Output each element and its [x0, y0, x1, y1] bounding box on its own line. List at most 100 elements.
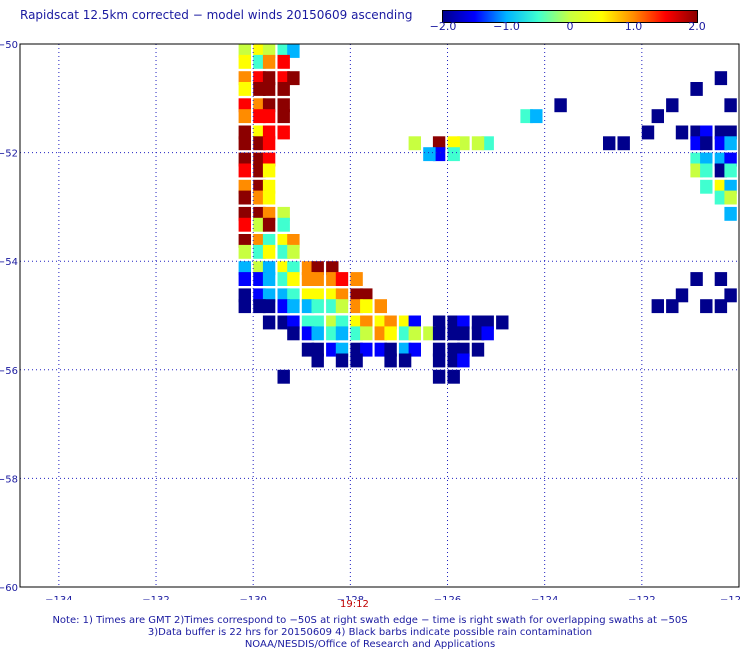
- data-cell: [287, 272, 300, 286]
- data-cell: [326, 315, 339, 330]
- data-cell: [277, 272, 290, 286]
- data-cell: [262, 109, 276, 124]
- data-cell: [238, 136, 251, 151]
- data-cell: [447, 147, 460, 162]
- data-cell: [471, 326, 485, 341]
- data-cell: [311, 326, 324, 341]
- data-cell: [277, 71, 290, 86]
- data-cell: [398, 326, 412, 341]
- data-cell: [714, 71, 728, 86]
- data-cell: [238, 82, 251, 96]
- latitude-tick-label: −54: [0, 257, 18, 268]
- data-cell: [277, 315, 290, 330]
- data-cell: [277, 98, 290, 113]
- data-cell: [326, 342, 339, 357]
- data-cell: [253, 234, 266, 248]
- data-cell: [262, 261, 276, 276]
- data-cell: [262, 288, 276, 303]
- data-cell: [277, 234, 290, 248]
- data-cell: [384, 326, 397, 341]
- footnote-line-3: NOAA/NESDIS/Office of Research and Appli…: [244, 639, 496, 650]
- colorbar-tick-label: 2.0: [688, 20, 706, 33]
- longitude-tick-label: −120: [720, 595, 740, 600]
- data-cell: [238, 54, 251, 69]
- colorbar-tick-label: −1.0: [493, 20, 520, 33]
- data-cell: [253, 179, 266, 194]
- data-cell: [714, 163, 728, 178]
- data-cell: [700, 299, 713, 314]
- wind-difference-map: −50−52−54−56−58−60 −134−132−130−128−126−…: [0, 40, 740, 600]
- data-cell: [238, 234, 251, 248]
- data-cell: [253, 125, 266, 140]
- data-cell: [277, 109, 290, 124]
- data-cell: [238, 217, 251, 232]
- colorbar-tick-label: 0: [566, 20, 574, 33]
- data-cell: [675, 288, 689, 303]
- data-cell: [457, 315, 470, 330]
- data-cell: [350, 342, 363, 357]
- data-cell: [277, 82, 290, 96]
- data-cell: [423, 326, 436, 341]
- data-cell: [262, 152, 276, 167]
- colorbar-tick-label: −2.0: [429, 20, 457, 33]
- latitude-tick-label: −56: [0, 366, 18, 377]
- data-cell: [471, 136, 485, 151]
- data-cell: [457, 136, 470, 151]
- data-cell: [262, 136, 276, 151]
- swath-time-label: 19:12: [340, 599, 369, 610]
- data-cell: [326, 288, 339, 303]
- data-cell: [335, 315, 349, 330]
- data-cell: [651, 109, 664, 124]
- data-cell: [724, 98, 737, 113]
- data-cell: [311, 272, 324, 286]
- data-cell: [350, 288, 363, 303]
- data-cell: [690, 272, 703, 286]
- data-cell: [481, 315, 494, 330]
- data-cell: [253, 82, 266, 96]
- data-cell: [457, 326, 470, 341]
- data-cell: [311, 288, 324, 303]
- data-cell: [690, 82, 703, 96]
- data-cell: [287, 71, 300, 86]
- data-cell: [675, 125, 689, 140]
- data-cell: [447, 315, 460, 330]
- data-cell: [301, 315, 315, 330]
- data-cell: [253, 206, 266, 221]
- data-cell: [335, 299, 349, 314]
- data-cell: [311, 342, 324, 357]
- data-cell: [408, 136, 421, 151]
- data-cell: [326, 326, 339, 341]
- data-cell: [714, 179, 728, 194]
- data-cell: [374, 299, 387, 314]
- data-cell: [238, 190, 251, 205]
- data-cell: [287, 244, 300, 259]
- data-cell: [253, 98, 266, 113]
- data-cell: [311, 299, 324, 314]
- footnote-line-2: 3)Data buffer is 22 hrs for 20150609 4) …: [147, 627, 593, 638]
- data-cell: [238, 244, 251, 259]
- data-cell: [520, 109, 533, 124]
- data-cell: [277, 217, 290, 232]
- data-cell: [384, 342, 397, 357]
- data-cell: [651, 299, 664, 314]
- longitude-tick-label: −134: [45, 595, 72, 600]
- data-cell: [262, 82, 276, 96]
- data-cell: [238, 299, 251, 314]
- data-cell: [277, 299, 290, 314]
- latitude-tick-label: −60: [0, 583, 18, 594]
- data-cell: [253, 54, 266, 69]
- data-cell: [432, 136, 446, 151]
- data-cell: [374, 342, 387, 357]
- data-cell: [326, 272, 339, 286]
- data-cell: [253, 288, 266, 303]
- data-cell: [447, 326, 460, 341]
- data-cell: [360, 342, 373, 357]
- data-cell: [447, 353, 460, 368]
- data-cell: [277, 125, 290, 140]
- data-cell: [447, 369, 460, 384]
- map-frame: [19, 43, 740, 588]
- data-cell: [253, 136, 266, 151]
- data-cell: [253, 163, 266, 178]
- data-cell: [690, 136, 703, 151]
- data-cell: [360, 288, 373, 303]
